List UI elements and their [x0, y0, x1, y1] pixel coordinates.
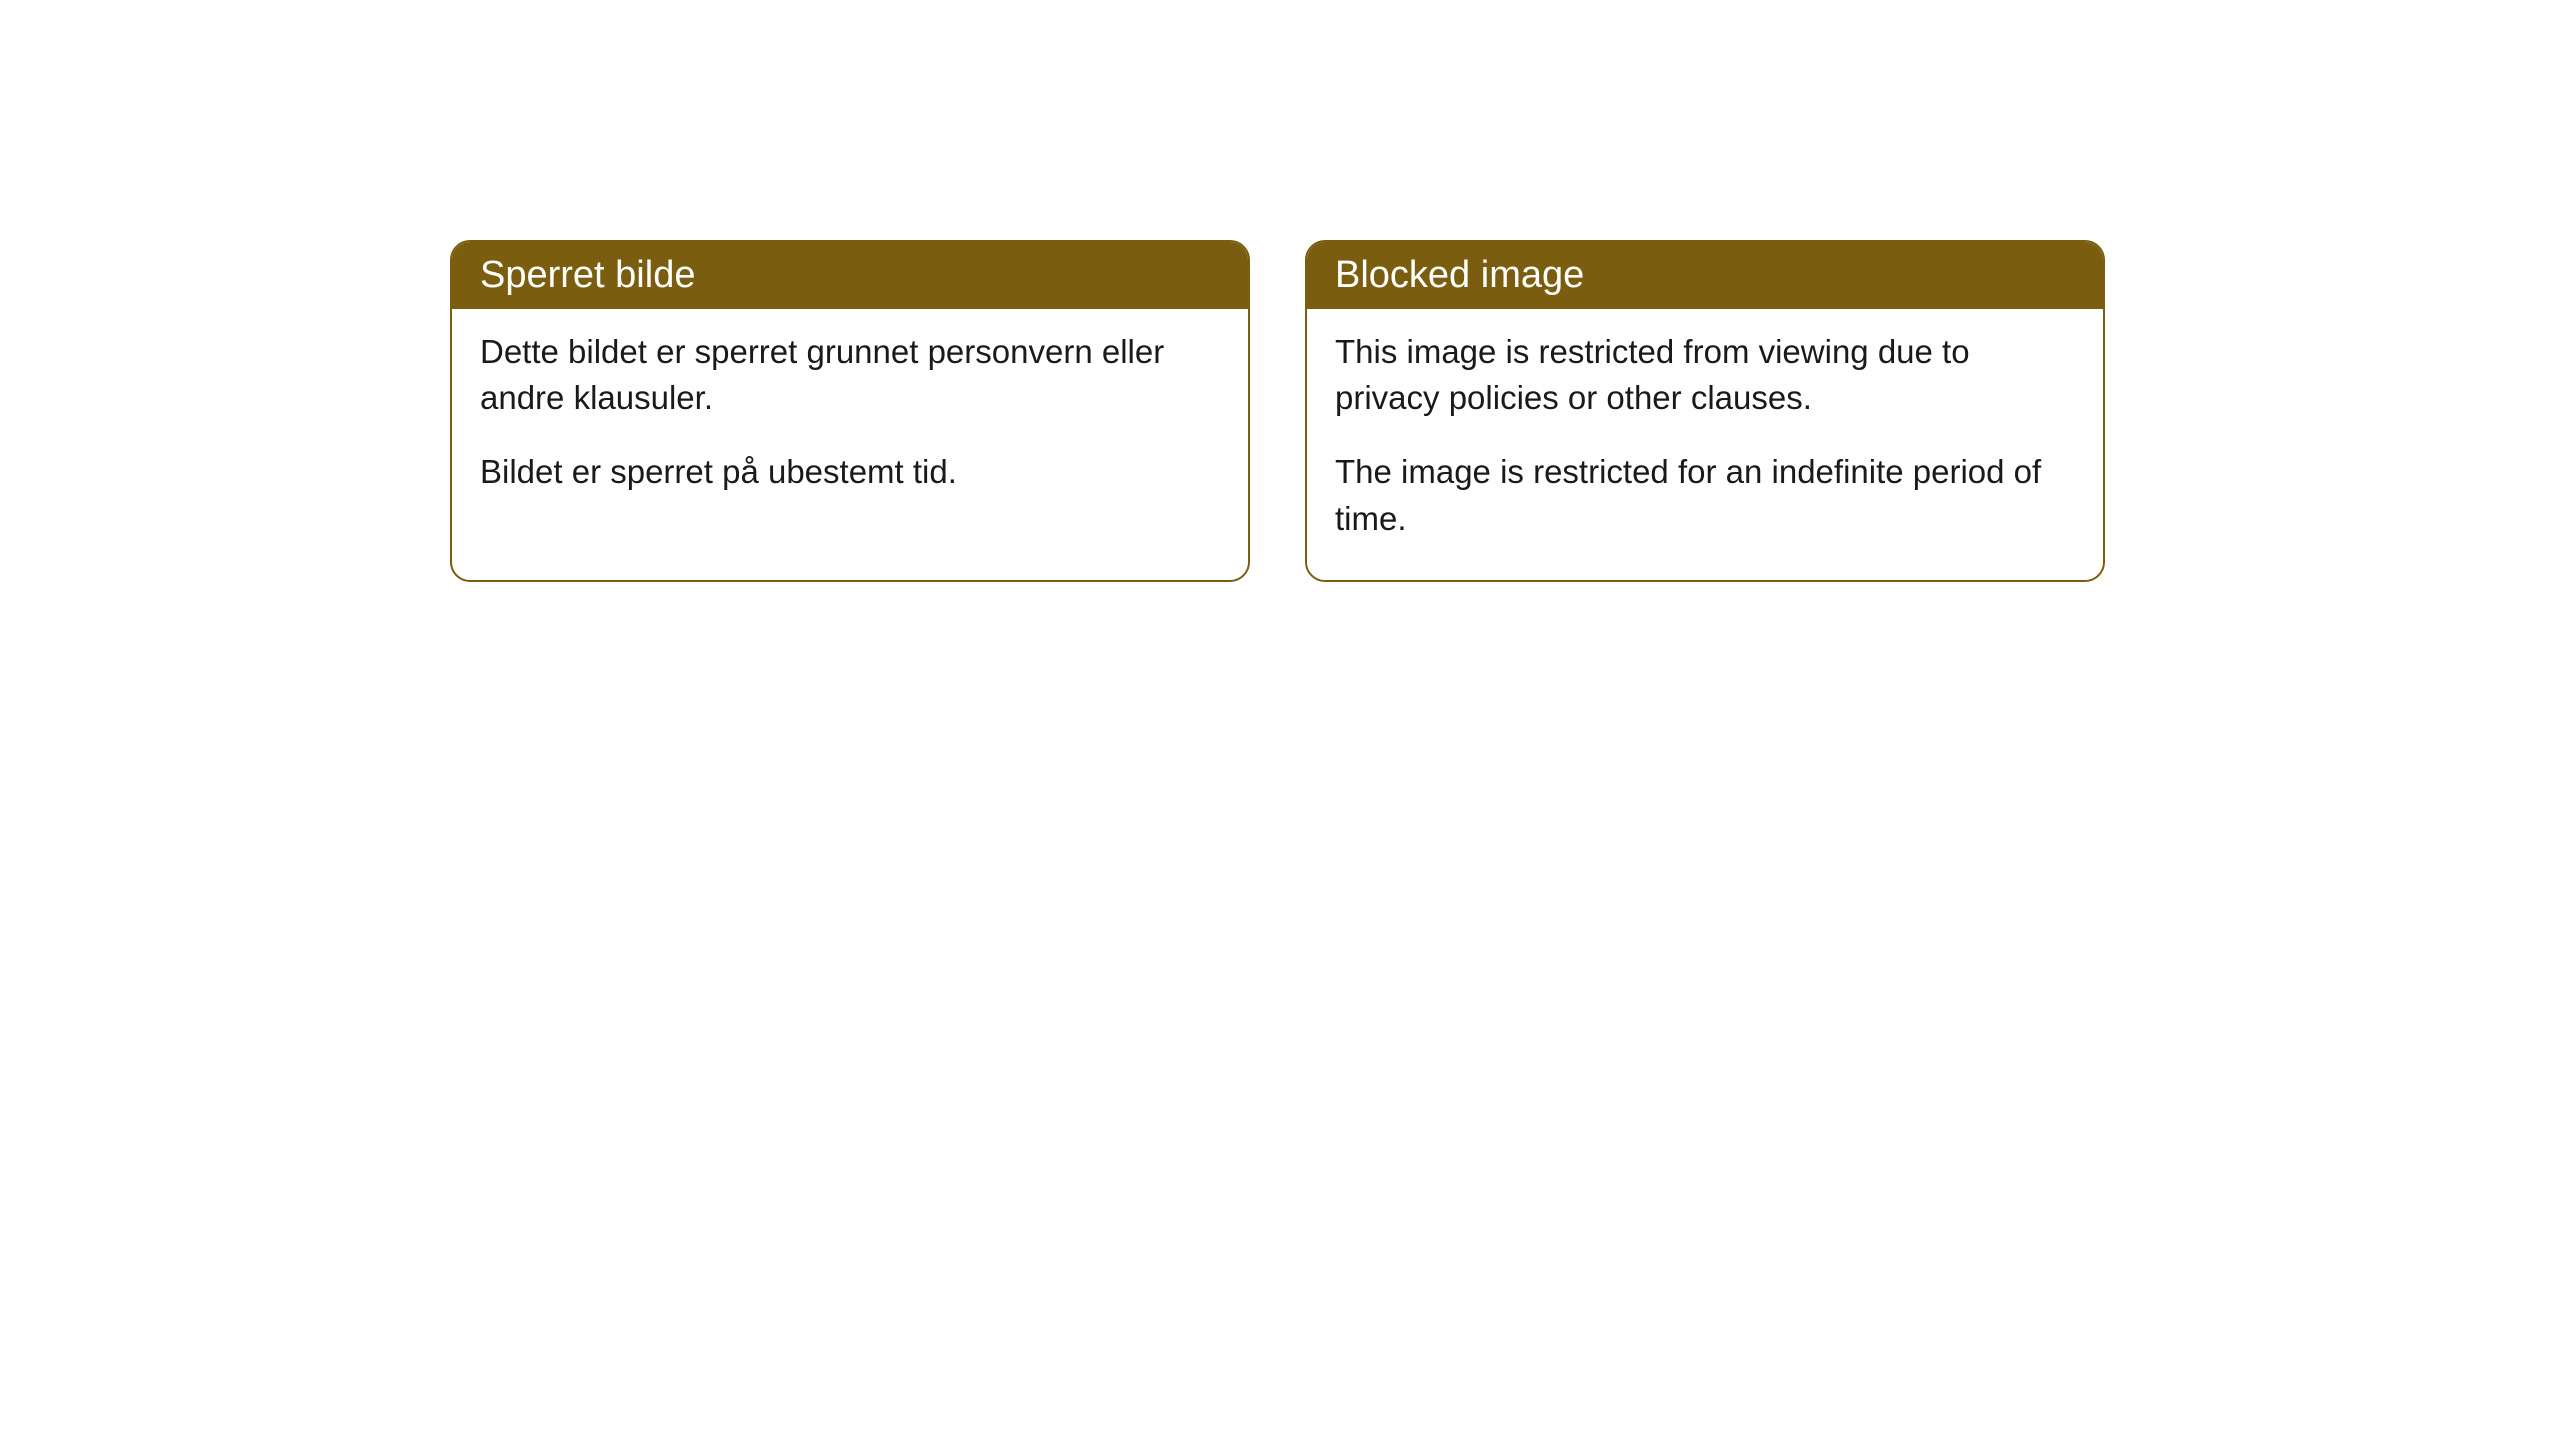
card-paragraph: Bildet er sperret på ubestemt tid. [480, 449, 1220, 495]
card-header-english: Blocked image [1307, 242, 2103, 309]
card-paragraph: Dette bildet er sperret grunnet personve… [480, 329, 1220, 421]
notice-cards-container: Sperret bilde Dette bildet er sperret gr… [450, 240, 2560, 582]
card-title: Sperret bilde [480, 254, 695, 296]
card-body-norwegian: Dette bildet er sperret grunnet personve… [452, 309, 1248, 534]
card-paragraph: This image is restricted from viewing du… [1335, 329, 2075, 421]
card-header-norwegian: Sperret bilde [452, 242, 1248, 309]
card-body-english: This image is restricted from viewing du… [1307, 309, 2103, 580]
card-title: Blocked image [1335, 254, 1584, 296]
blocked-image-card-norwegian: Sperret bilde Dette bildet er sperret gr… [450, 240, 1250, 582]
card-paragraph: The image is restricted for an indefinit… [1335, 449, 2075, 541]
blocked-image-card-english: Blocked image This image is restricted f… [1305, 240, 2105, 582]
